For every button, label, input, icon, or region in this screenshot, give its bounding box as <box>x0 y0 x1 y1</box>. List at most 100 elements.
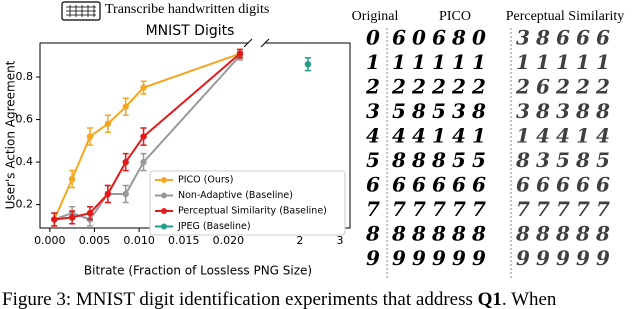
y-tick-label: 0.2 <box>16 198 34 211</box>
digit-image: 8 <box>575 148 590 172</box>
x-tick-label: 0.005 <box>79 234 111 247</box>
legend-label: JPEG (Baseline) <box>177 221 251 232</box>
data-point <box>140 84 147 91</box>
data-point <box>122 190 129 198</box>
digit-image: 6 <box>392 26 406 50</box>
digit-image: 9 <box>412 246 426 270</box>
digit-image: 8 <box>431 148 446 172</box>
digit-image: 8 <box>575 99 590 123</box>
digit-image: 9 <box>392 246 406 270</box>
y-tick-label: 0.8 <box>16 70 34 83</box>
digit-image: 3 <box>366 99 380 123</box>
digit-image: 2 <box>515 75 530 99</box>
data-point <box>86 209 94 217</box>
digit-image: 8 <box>431 222 446 246</box>
digit-image: 1 <box>536 50 550 74</box>
data-point <box>104 120 112 128</box>
legend-label: PICO (Ours) <box>178 175 233 186</box>
digit-image: 9 <box>432 246 446 270</box>
digit-image: 5 <box>432 99 446 123</box>
digit-image: 8 <box>515 222 530 246</box>
digit-image: 2 <box>411 75 426 99</box>
digit-image: 2 <box>431 75 446 99</box>
digit-image: 1 <box>516 124 530 148</box>
data-point <box>68 175 76 183</box>
data-point <box>140 133 147 140</box>
legend-marker <box>161 208 167 214</box>
digit-image: 5 <box>596 148 610 172</box>
digit-image: 7 <box>452 197 466 221</box>
digit-image: 7 <box>472 197 486 221</box>
digit-image: 0 <box>472 26 486 50</box>
panel-header: Perceptual Similarity <box>506 9 625 24</box>
digit-image: 3 <box>516 99 530 123</box>
y-tick-label: 0.6 <box>16 113 34 126</box>
x-tick-label: 0.010 <box>123 234 155 247</box>
digit-image: 2 <box>555 75 570 99</box>
digit-image: 4 <box>556 124 570 148</box>
digit-image: 8 <box>411 148 426 172</box>
data-point <box>104 190 112 198</box>
digit-image: 1 <box>596 50 610 74</box>
legend-label: Non-Adaptive (Baseline) <box>178 190 293 201</box>
digit-image: 6 <box>472 173 486 197</box>
caption: Figure 3: MNIST digit identification exp… <box>2 289 557 309</box>
digit-image: 6 <box>432 173 446 197</box>
legend-label: Perceptual Similarity (Baseline) <box>178 206 327 217</box>
digit-image: 7 <box>556 197 570 221</box>
caption-text: Figure 3: MNIST digit identification exp… <box>2 289 478 309</box>
digit-image: 1 <box>432 50 446 74</box>
digit-image: 2 <box>391 75 406 99</box>
data-point <box>236 50 244 57</box>
digit-image: 8 <box>411 222 426 246</box>
digit-image: 7 <box>412 197 426 221</box>
digit-image: 1 <box>576 124 590 148</box>
digit-image: 8 <box>595 99 610 123</box>
digit-image: 6 <box>536 75 550 99</box>
digit-image: 1 <box>472 50 486 74</box>
digit-image: 7 <box>516 197 530 221</box>
digit-image: 5 <box>472 148 486 172</box>
digit-image: 2 <box>451 75 466 99</box>
digit-image: 6 <box>516 173 530 197</box>
digit-image: 8 <box>595 222 610 246</box>
digit-image: 7 <box>392 197 406 221</box>
digit-image: 1 <box>556 50 570 74</box>
digit-image: 3 <box>516 26 530 50</box>
digit-image: 5 <box>392 99 406 123</box>
digit-image: 8 <box>575 222 590 246</box>
digit-image: 7 <box>536 197 550 221</box>
data-point <box>86 133 94 140</box>
digit-image: 4 <box>452 124 466 148</box>
data-point <box>122 158 129 166</box>
digit-image: 6 <box>452 173 466 197</box>
digit-image: 9 <box>472 246 486 270</box>
digit-image: 2 <box>595 75 610 99</box>
x-tick-label: 3 <box>336 234 343 247</box>
digit-image: 1 <box>392 50 406 74</box>
x-tick-label: 0.020 <box>213 234 245 247</box>
digit-image: 8 <box>391 222 406 246</box>
digit-image: 5 <box>366 148 380 172</box>
digit-image: 6 <box>412 173 426 197</box>
digit-image: 0 <box>412 26 426 50</box>
digit-image: 2 <box>575 75 590 99</box>
digit-image: 3 <box>556 99 570 123</box>
digit-image: 2 <box>471 75 486 99</box>
digit-image: 9 <box>556 246 570 270</box>
digit-image: 8 <box>555 222 570 246</box>
digit-image: 7 <box>596 197 610 221</box>
digit-image: 9 <box>536 246 550 270</box>
digit-image: 8 <box>451 222 466 246</box>
caption-text: . When <box>502 289 557 309</box>
digit-image: 1 <box>452 50 466 74</box>
legend-marker <box>161 177 167 183</box>
x-axis-label: Bitrate (Fraction of Lossless PNG Size) <box>84 264 312 278</box>
digit-image: 7 <box>432 197 446 221</box>
digit-image: 0 <box>366 26 380 50</box>
digit-image: 6 <box>536 173 550 197</box>
x-tick-label: 2 <box>296 234 303 247</box>
digit-image: 6 <box>576 173 590 197</box>
digit-image: 1 <box>472 124 486 148</box>
